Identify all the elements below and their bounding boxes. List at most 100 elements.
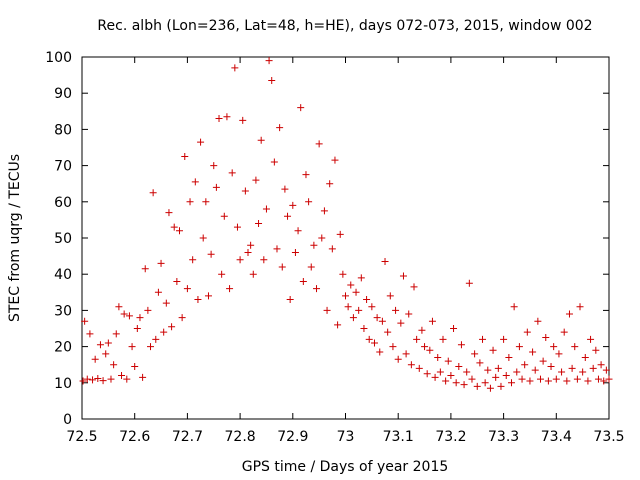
data-point	[442, 377, 450, 385]
x-tick-label: 72.5	[66, 429, 97, 445]
data-point	[154, 288, 162, 296]
data-point	[175, 227, 183, 235]
data-point	[231, 64, 239, 72]
data-point	[426, 346, 434, 354]
data-point	[536, 375, 544, 383]
data-point	[115, 303, 123, 311]
y-tick-label: 0	[63, 412, 72, 428]
data-point	[104, 339, 112, 347]
data-point	[513, 368, 521, 376]
data-point	[518, 375, 526, 383]
data-point	[594, 375, 602, 383]
data-point	[529, 348, 537, 356]
x-tick-label: 73.4	[541, 429, 572, 445]
data-point	[281, 185, 289, 193]
data-point	[236, 256, 244, 264]
data-point	[376, 348, 384, 356]
data-point	[587, 335, 595, 343]
data-point	[413, 335, 421, 343]
data-point	[505, 353, 513, 361]
data-point	[363, 296, 371, 304]
data-point	[273, 245, 281, 253]
y-tick-label: 90	[54, 86, 72, 102]
data-point	[568, 364, 576, 372]
data-point	[339, 270, 347, 278]
data-point	[386, 292, 394, 300]
data-point	[468, 375, 476, 383]
data-point	[531, 366, 539, 374]
data-point	[347, 281, 355, 289]
data-point	[194, 296, 202, 304]
data-point	[323, 306, 331, 314]
data-point	[334, 321, 342, 329]
data-point	[452, 379, 460, 387]
data-point	[434, 353, 442, 361]
data-point	[260, 256, 268, 264]
data-point	[410, 283, 418, 291]
y-tick-label: 30	[54, 303, 72, 319]
data-point	[455, 363, 463, 371]
data-point	[86, 330, 94, 338]
data-point	[123, 375, 131, 383]
data-point	[421, 343, 429, 351]
data-point	[402, 350, 410, 358]
data-point	[547, 363, 555, 371]
x-tick-label: 73.2	[435, 429, 466, 445]
data-point	[502, 372, 510, 380]
data-point	[83, 375, 91, 383]
data-point	[592, 346, 600, 354]
data-point	[415, 364, 423, 372]
data-point	[484, 366, 492, 374]
data-point	[210, 162, 218, 170]
chart-title: Rec. albh (Lon=236, Lat=48, h=HE), days …	[97, 18, 592, 34]
data-point	[297, 104, 305, 112]
data-point	[239, 116, 247, 124]
y-tick-label: 70	[54, 159, 72, 175]
data-point	[136, 314, 144, 322]
y-tick-label: 100	[45, 50, 72, 66]
data-point	[597, 361, 605, 369]
data-point	[191, 178, 199, 186]
data-point	[573, 375, 581, 383]
data-point	[457, 341, 465, 349]
data-point	[228, 169, 236, 177]
x-tick-label: 73.1	[383, 429, 414, 445]
data-point	[278, 263, 286, 271]
data-point	[291, 248, 299, 256]
data-point	[579, 368, 587, 376]
data-point	[571, 343, 579, 351]
data-point	[244, 248, 252, 256]
data-point	[170, 223, 178, 231]
data-point	[384, 328, 392, 336]
data-point	[139, 373, 147, 381]
data-point	[552, 375, 560, 383]
data-point	[444, 357, 452, 365]
data-point	[125, 312, 133, 320]
x-tick-label: 72.7	[172, 429, 203, 445]
data-point	[270, 158, 278, 166]
data-point	[542, 334, 550, 342]
data-point	[249, 270, 257, 278]
data-point	[500, 335, 508, 343]
data-point	[508, 379, 516, 387]
data-point	[318, 234, 326, 242]
data-point	[141, 265, 149, 273]
data-point	[226, 285, 234, 293]
data-point	[558, 368, 566, 376]
data-point	[436, 368, 444, 376]
data-point	[555, 350, 563, 358]
data-point	[489, 346, 497, 354]
data-point	[463, 368, 471, 376]
data-point	[199, 234, 207, 242]
data-point	[368, 303, 376, 311]
data-point	[160, 328, 168, 336]
data-point	[276, 124, 284, 132]
x-tick-label: 72.9	[277, 429, 308, 445]
data-points	[79, 57, 613, 392]
data-point	[257, 136, 265, 144]
data-point	[336, 230, 344, 238]
data-point	[534, 317, 542, 325]
data-point	[96, 341, 104, 349]
y-tick-label: 80	[54, 122, 72, 138]
